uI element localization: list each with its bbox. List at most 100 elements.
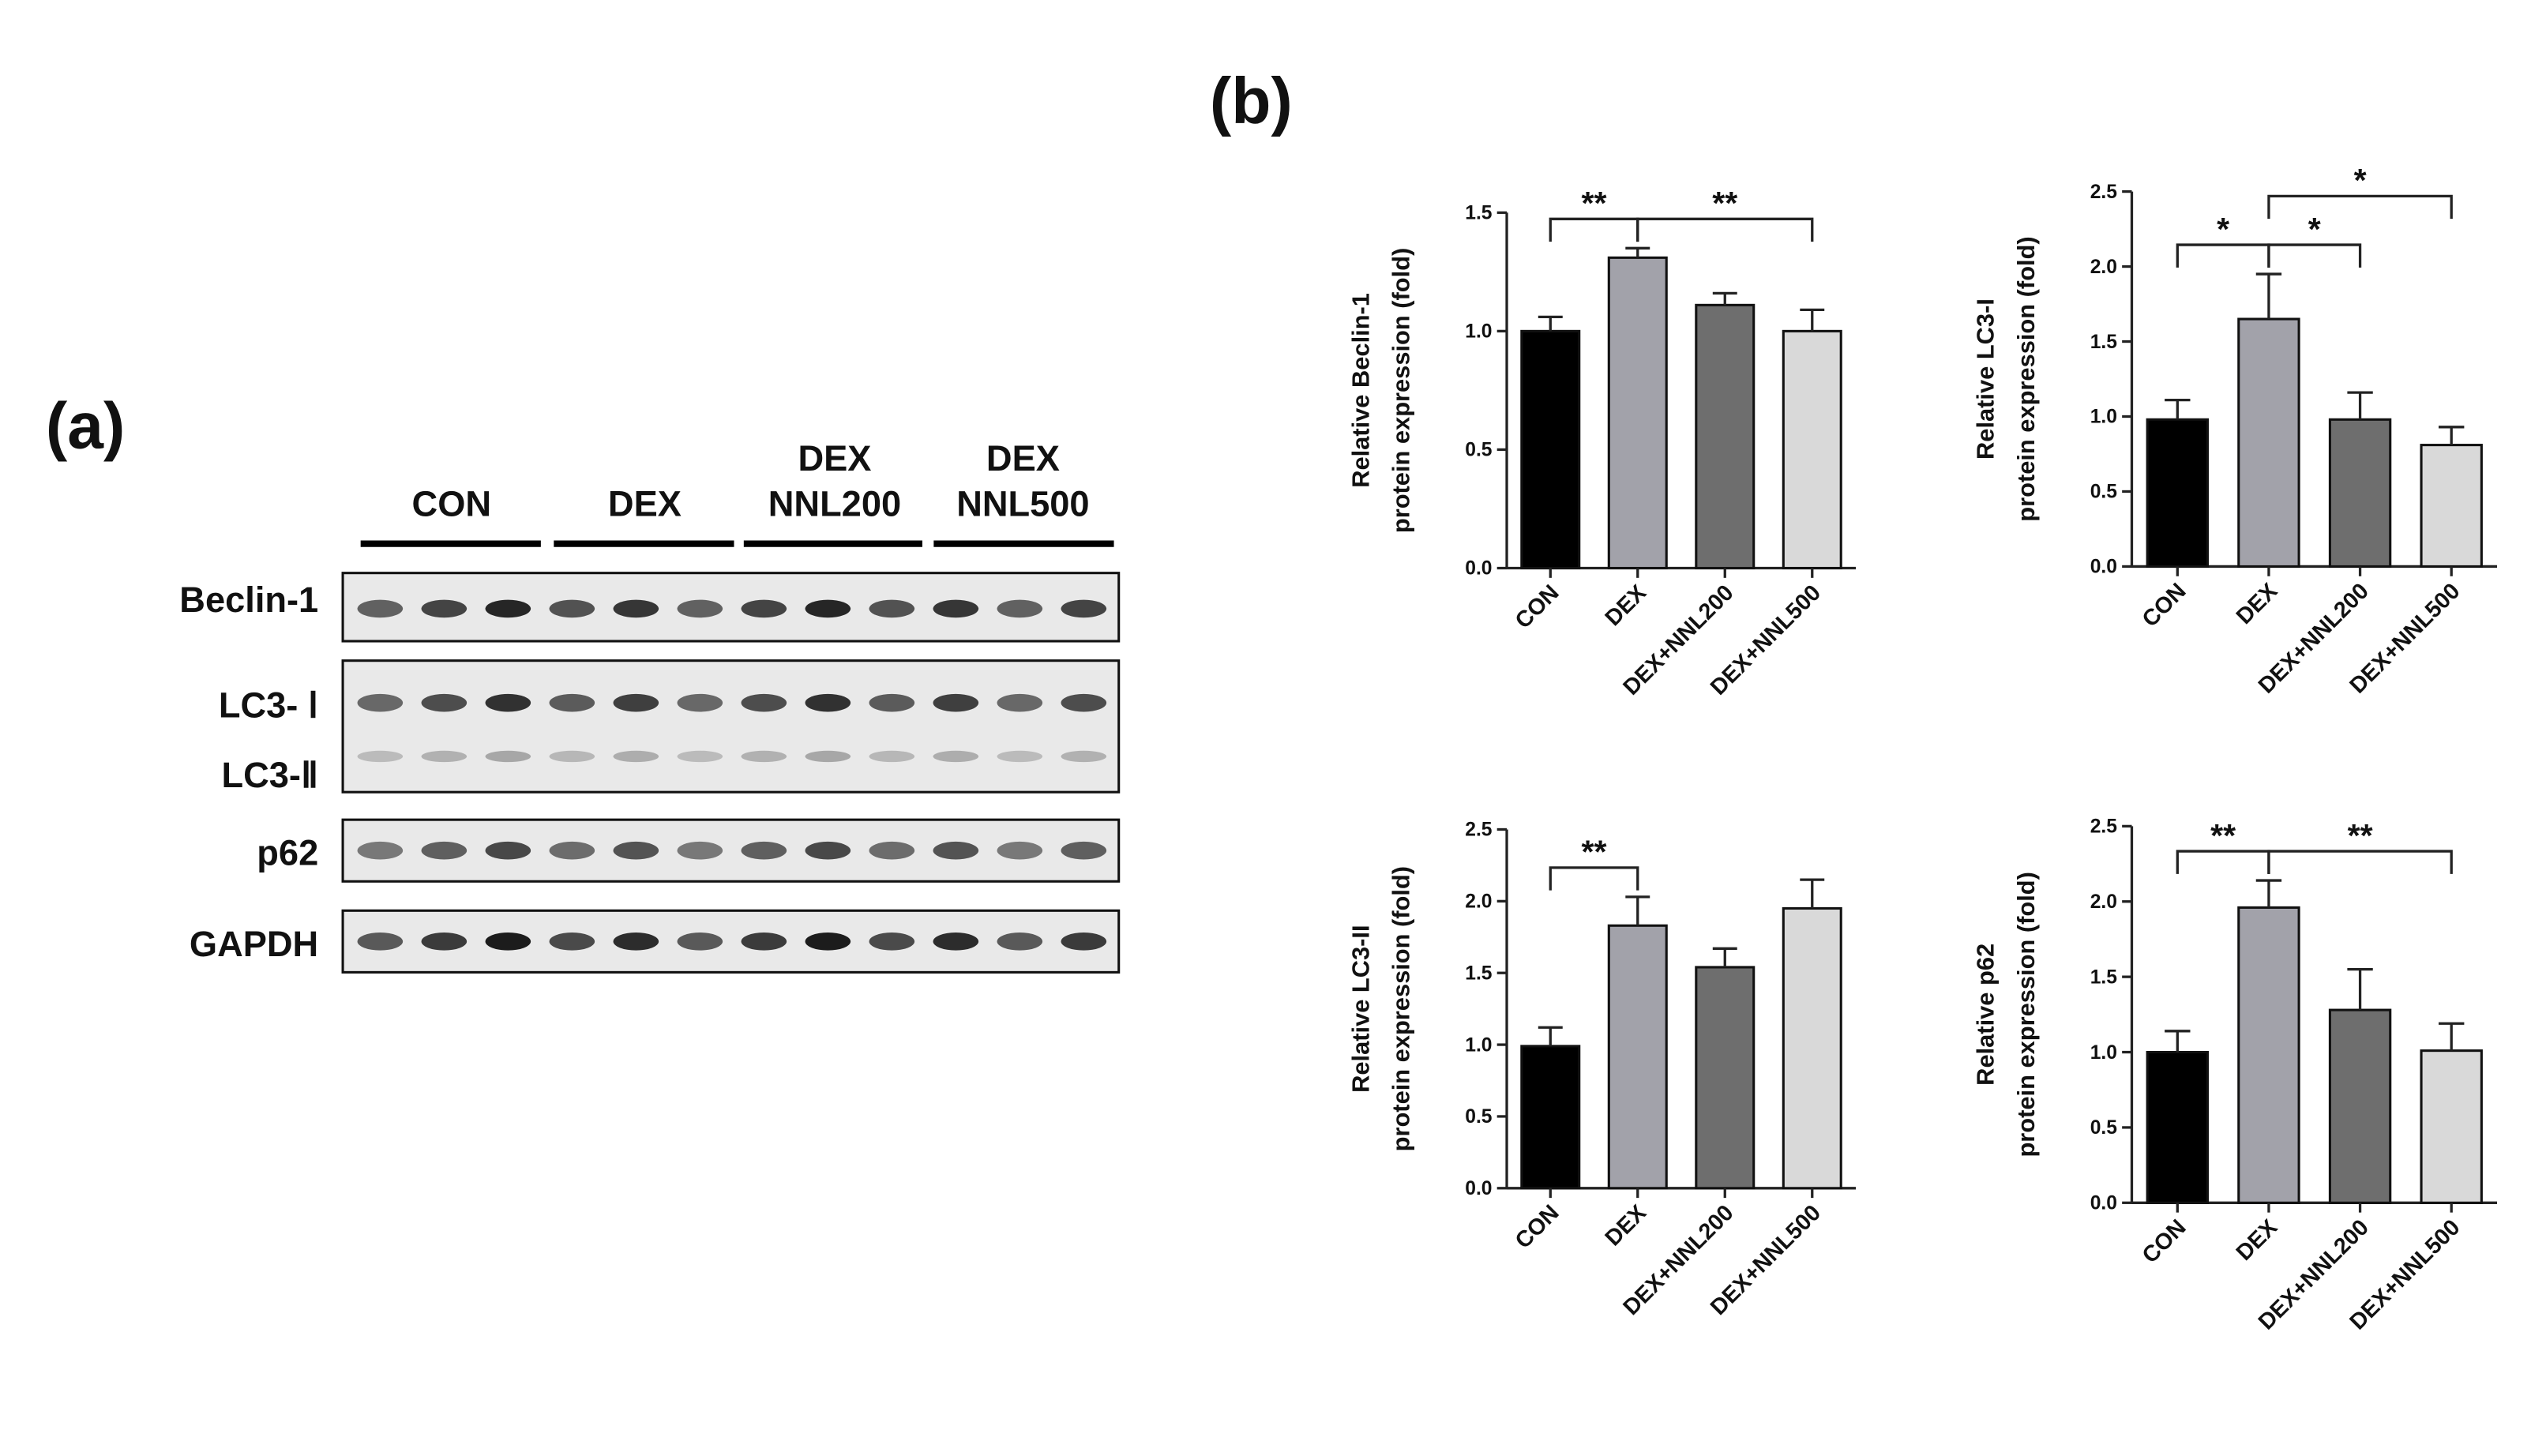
bar bbox=[2328, 418, 2392, 568]
blot-band bbox=[549, 599, 595, 618]
bar bbox=[1782, 329, 1842, 570]
blot-band bbox=[485, 750, 531, 763]
error-bar bbox=[1712, 291, 1737, 306]
x-tick-label: CON bbox=[2138, 1215, 2191, 1269]
significance-bracket bbox=[2267, 243, 2362, 268]
blot-band bbox=[549, 841, 595, 860]
y-tick-label: 2.5 bbox=[2090, 182, 2118, 203]
y-axis-label: Relative LC3-I bbox=[1972, 298, 2000, 460]
x-tick-label: CON bbox=[1511, 1200, 1564, 1254]
bar bbox=[2146, 1050, 2210, 1204]
blot-band bbox=[613, 693, 659, 712]
y-axis-label: protein expression (fold) bbox=[1388, 248, 1415, 533]
y-axis-label: protein expression (fold) bbox=[2012, 872, 2040, 1157]
y-tick-label: 0.5 bbox=[1465, 440, 1493, 461]
blot-frame bbox=[341, 572, 1121, 643]
group-label: DEX bbox=[986, 438, 1060, 478]
bar bbox=[1607, 924, 1668, 1190]
blot-band bbox=[357, 693, 404, 712]
bar bbox=[2237, 906, 2300, 1204]
blot-band bbox=[869, 933, 915, 951]
blot-band bbox=[677, 599, 723, 618]
blot-band bbox=[933, 750, 979, 763]
y-tick-label: 0.0 bbox=[2090, 1193, 2117, 1214]
panel-label: (a) bbox=[46, 390, 126, 462]
blot-band bbox=[549, 750, 595, 763]
bar bbox=[2420, 444, 2483, 568]
row-label: p62 bbox=[257, 833, 318, 873]
significance-bracket bbox=[2267, 850, 2453, 874]
significance-label: ** bbox=[1712, 185, 1737, 221]
y-tick-label: 1.5 bbox=[1465, 203, 1493, 224]
significance-label: ** bbox=[2210, 817, 2236, 854]
error-bar bbox=[2347, 967, 2373, 1011]
significance-bracket bbox=[1549, 866, 1639, 891]
blot-frame bbox=[341, 818, 1121, 883]
error-bar bbox=[2347, 391, 2373, 420]
blot-band bbox=[613, 750, 659, 763]
y-tick-label: 2.5 bbox=[1465, 820, 1493, 841]
blot-band bbox=[741, 599, 787, 618]
bar bbox=[2328, 1008, 2392, 1204]
blot-band bbox=[933, 841, 979, 860]
y-axis-label: Relative Beclin-1 bbox=[1346, 293, 1374, 488]
blot-frame bbox=[341, 659, 1121, 794]
y-tick-label: 1.0 bbox=[1465, 1034, 1492, 1056]
row-label: GAPDH bbox=[190, 924, 318, 964]
error-bar bbox=[2255, 879, 2282, 908]
blot-band bbox=[997, 750, 1043, 763]
blot-band bbox=[933, 933, 979, 951]
bar bbox=[1782, 906, 1842, 1190]
y-tick-label: 0.5 bbox=[2090, 482, 2118, 503]
significance-label: ** bbox=[2348, 817, 2373, 854]
panel-label: (b) bbox=[1210, 66, 1293, 137]
bar bbox=[1695, 303, 1756, 570]
blot-band bbox=[741, 841, 787, 860]
group-label: NNL500 bbox=[956, 484, 1089, 524]
error-bar bbox=[1625, 895, 1650, 926]
bar bbox=[2237, 317, 2300, 568]
y-tick-label: 2.0 bbox=[1465, 891, 1492, 913]
blot-band bbox=[677, 693, 723, 712]
error-bar bbox=[2255, 272, 2282, 320]
blot-band bbox=[1061, 750, 1107, 763]
significance-bracket bbox=[2176, 243, 2270, 268]
y-tick-label: 2.0 bbox=[2090, 257, 2117, 278]
x-tick-label: DEX bbox=[2232, 1215, 2282, 1266]
blot-band bbox=[549, 693, 595, 712]
blot-band bbox=[357, 750, 404, 763]
y-tick-label: 0.5 bbox=[2090, 1117, 2118, 1139]
blot-band bbox=[613, 599, 659, 618]
blot-band bbox=[421, 841, 468, 860]
error-bar bbox=[2165, 398, 2191, 420]
y-tick-label: 0.0 bbox=[2090, 557, 2117, 578]
blot-band bbox=[869, 841, 915, 860]
x-tick-label: DEX bbox=[1601, 1200, 1651, 1251]
blot-band bbox=[805, 693, 851, 712]
blot-band bbox=[485, 693, 531, 712]
y-tick-label: 1.5 bbox=[2090, 966, 2118, 988]
blot-band bbox=[805, 933, 851, 951]
blot-band bbox=[613, 841, 659, 860]
blot-band bbox=[613, 933, 659, 951]
significance-label: * bbox=[2217, 211, 2229, 247]
error-bar bbox=[1538, 315, 1563, 332]
error-bar bbox=[2439, 426, 2465, 445]
y-tick-label: 2.5 bbox=[2090, 816, 2118, 838]
y-tick-label: 0.5 bbox=[1465, 1106, 1493, 1128]
blot-band bbox=[997, 599, 1043, 618]
significance-label: ** bbox=[1582, 185, 1607, 221]
blot-band bbox=[677, 933, 723, 951]
group-label: DEX bbox=[608, 484, 682, 524]
blot-band bbox=[421, 933, 468, 951]
blot-band bbox=[805, 750, 851, 763]
y-axis-label: Relative LC3-II bbox=[1346, 925, 1374, 1092]
row-label: LC3-Ⅱ bbox=[221, 755, 318, 795]
group-label: DEX bbox=[798, 438, 871, 478]
blot-frame bbox=[341, 909, 1121, 974]
y-axis-label: Relative p62 bbox=[1972, 944, 2000, 1086]
error-bar bbox=[1538, 1026, 1563, 1046]
error-bar bbox=[1625, 246, 1650, 258]
blot-band bbox=[1061, 599, 1107, 618]
